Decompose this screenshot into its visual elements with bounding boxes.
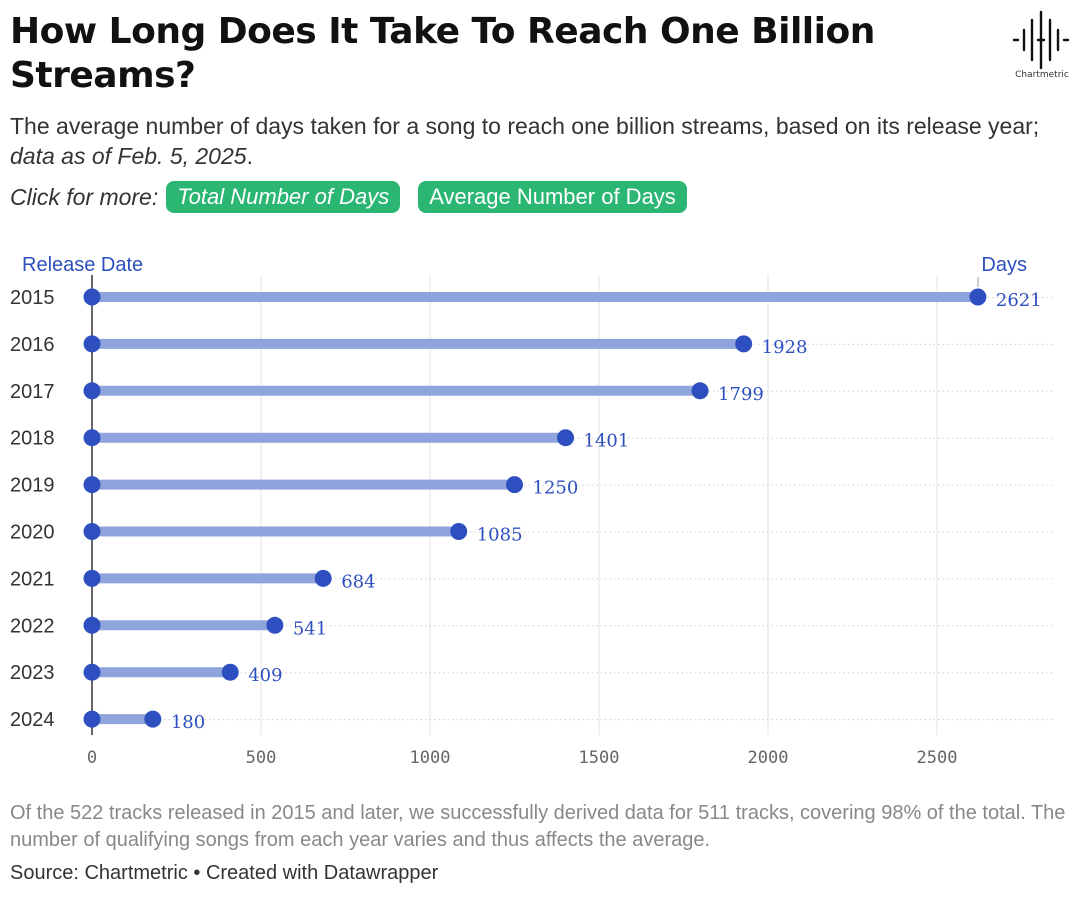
value-label: 1799 <box>718 384 764 405</box>
subtitle-end: . <box>246 143 253 169</box>
start-dot-2016 <box>83 335 101 353</box>
x-tick-label: 2000 <box>748 748 789 768</box>
dot-plot-chart: 0 500 1000 1500 2000 2500 Release Date Days 2015… <box>10 254 1052 768</box>
end-dot-2016 <box>735 335 753 353</box>
x-tick-label: 1000 <box>410 748 451 768</box>
x-tick-label: 500 <box>246 748 277 768</box>
start-dot-2018 <box>83 429 101 447</box>
category-label: 2016 <box>10 334 55 356</box>
average-days-button[interactable]: Average Number of Days <box>418 181 687 213</box>
end-dot-2021 <box>314 569 332 587</box>
subtitle-text: The average number of days taken for a s… <box>10 113 1040 139</box>
value-label: 2621 <box>996 290 1042 311</box>
value-label: 180 <box>171 712 205 733</box>
end-dot-2022 <box>266 616 284 634</box>
end-dot-2023 <box>221 663 239 681</box>
start-dot-2023 <box>83 663 101 681</box>
category-label: 2015 <box>10 287 55 309</box>
start-dot-2020 <box>83 523 101 540</box>
value-label: 409 <box>248 665 282 686</box>
more-links-bar: Click for more: Total Number of Days Ave… <box>10 180 705 214</box>
more-label: Click for more: <box>10 183 159 210</box>
value-label: 1928 <box>762 337 808 358</box>
total-days-button[interactable]: Total Number of Days <box>166 181 401 213</box>
chartmetric-logo-icon <box>1012 10 1070 70</box>
start-dot-2019 <box>83 476 101 494</box>
category-label: 2022 <box>10 615 55 637</box>
end-dot-2017 <box>691 382 709 400</box>
value-label: 541 <box>293 618 327 639</box>
category-label: 2021 <box>10 568 55 590</box>
source-line: Source: Chartmetric • Created with Dataw… <box>10 862 439 884</box>
value-label: 1085 <box>477 525 523 546</box>
subtitle-date: data as of Feb. 5, 2025 <box>10 143 247 169</box>
footnote: Of the 522 tracks released in 2015 and l… <box>10 802 1066 851</box>
start-dot-2024 <box>83 710 101 728</box>
x-tick-label: 1500 <box>579 748 620 768</box>
end-dot-2015 <box>969 288 987 306</box>
dots <box>83 288 987 728</box>
start-dot-2015 <box>83 288 101 306</box>
end-dot-2019 <box>506 476 523 494</box>
end-dot-2024 <box>144 710 162 728</box>
chart-subtitle: The average number of days taken for a s… <box>10 111 1055 171</box>
logo-wordmark: Chartmetric <box>1015 70 1069 80</box>
start-dot-2017 <box>83 382 101 400</box>
x-tick-label: 0 <box>87 748 97 768</box>
x-axis-header: Days <box>981 254 1027 276</box>
start-dot-2022 <box>83 616 101 634</box>
x-tick-label: 2500 <box>917 748 958 768</box>
value-label: 684 <box>341 571 375 592</box>
value-label: 1401 <box>584 431 630 452</box>
bars <box>92 292 978 725</box>
labels: 0 500 1000 1500 2000 2500 Release Date Days 2015… <box>10 254 1042 768</box>
grid-lines <box>92 275 1052 735</box>
category-label: 2023 <box>10 662 55 684</box>
end-dot-2020 <box>450 523 468 540</box>
y-axis-header: Release Date <box>22 254 143 276</box>
chart-title: How Long Does It Take To Reach One Billi… <box>10 11 875 96</box>
end-dot-2018 <box>557 429 575 447</box>
value-label: 1250 <box>533 478 579 499</box>
category-label: 2017 <box>10 381 55 403</box>
category-label: 2020 <box>10 522 55 544</box>
start-dot-2021 <box>83 569 101 587</box>
category-label: 2024 <box>10 709 55 731</box>
category-label: 2018 <box>10 428 55 450</box>
category-label: 2019 <box>10 475 55 497</box>
